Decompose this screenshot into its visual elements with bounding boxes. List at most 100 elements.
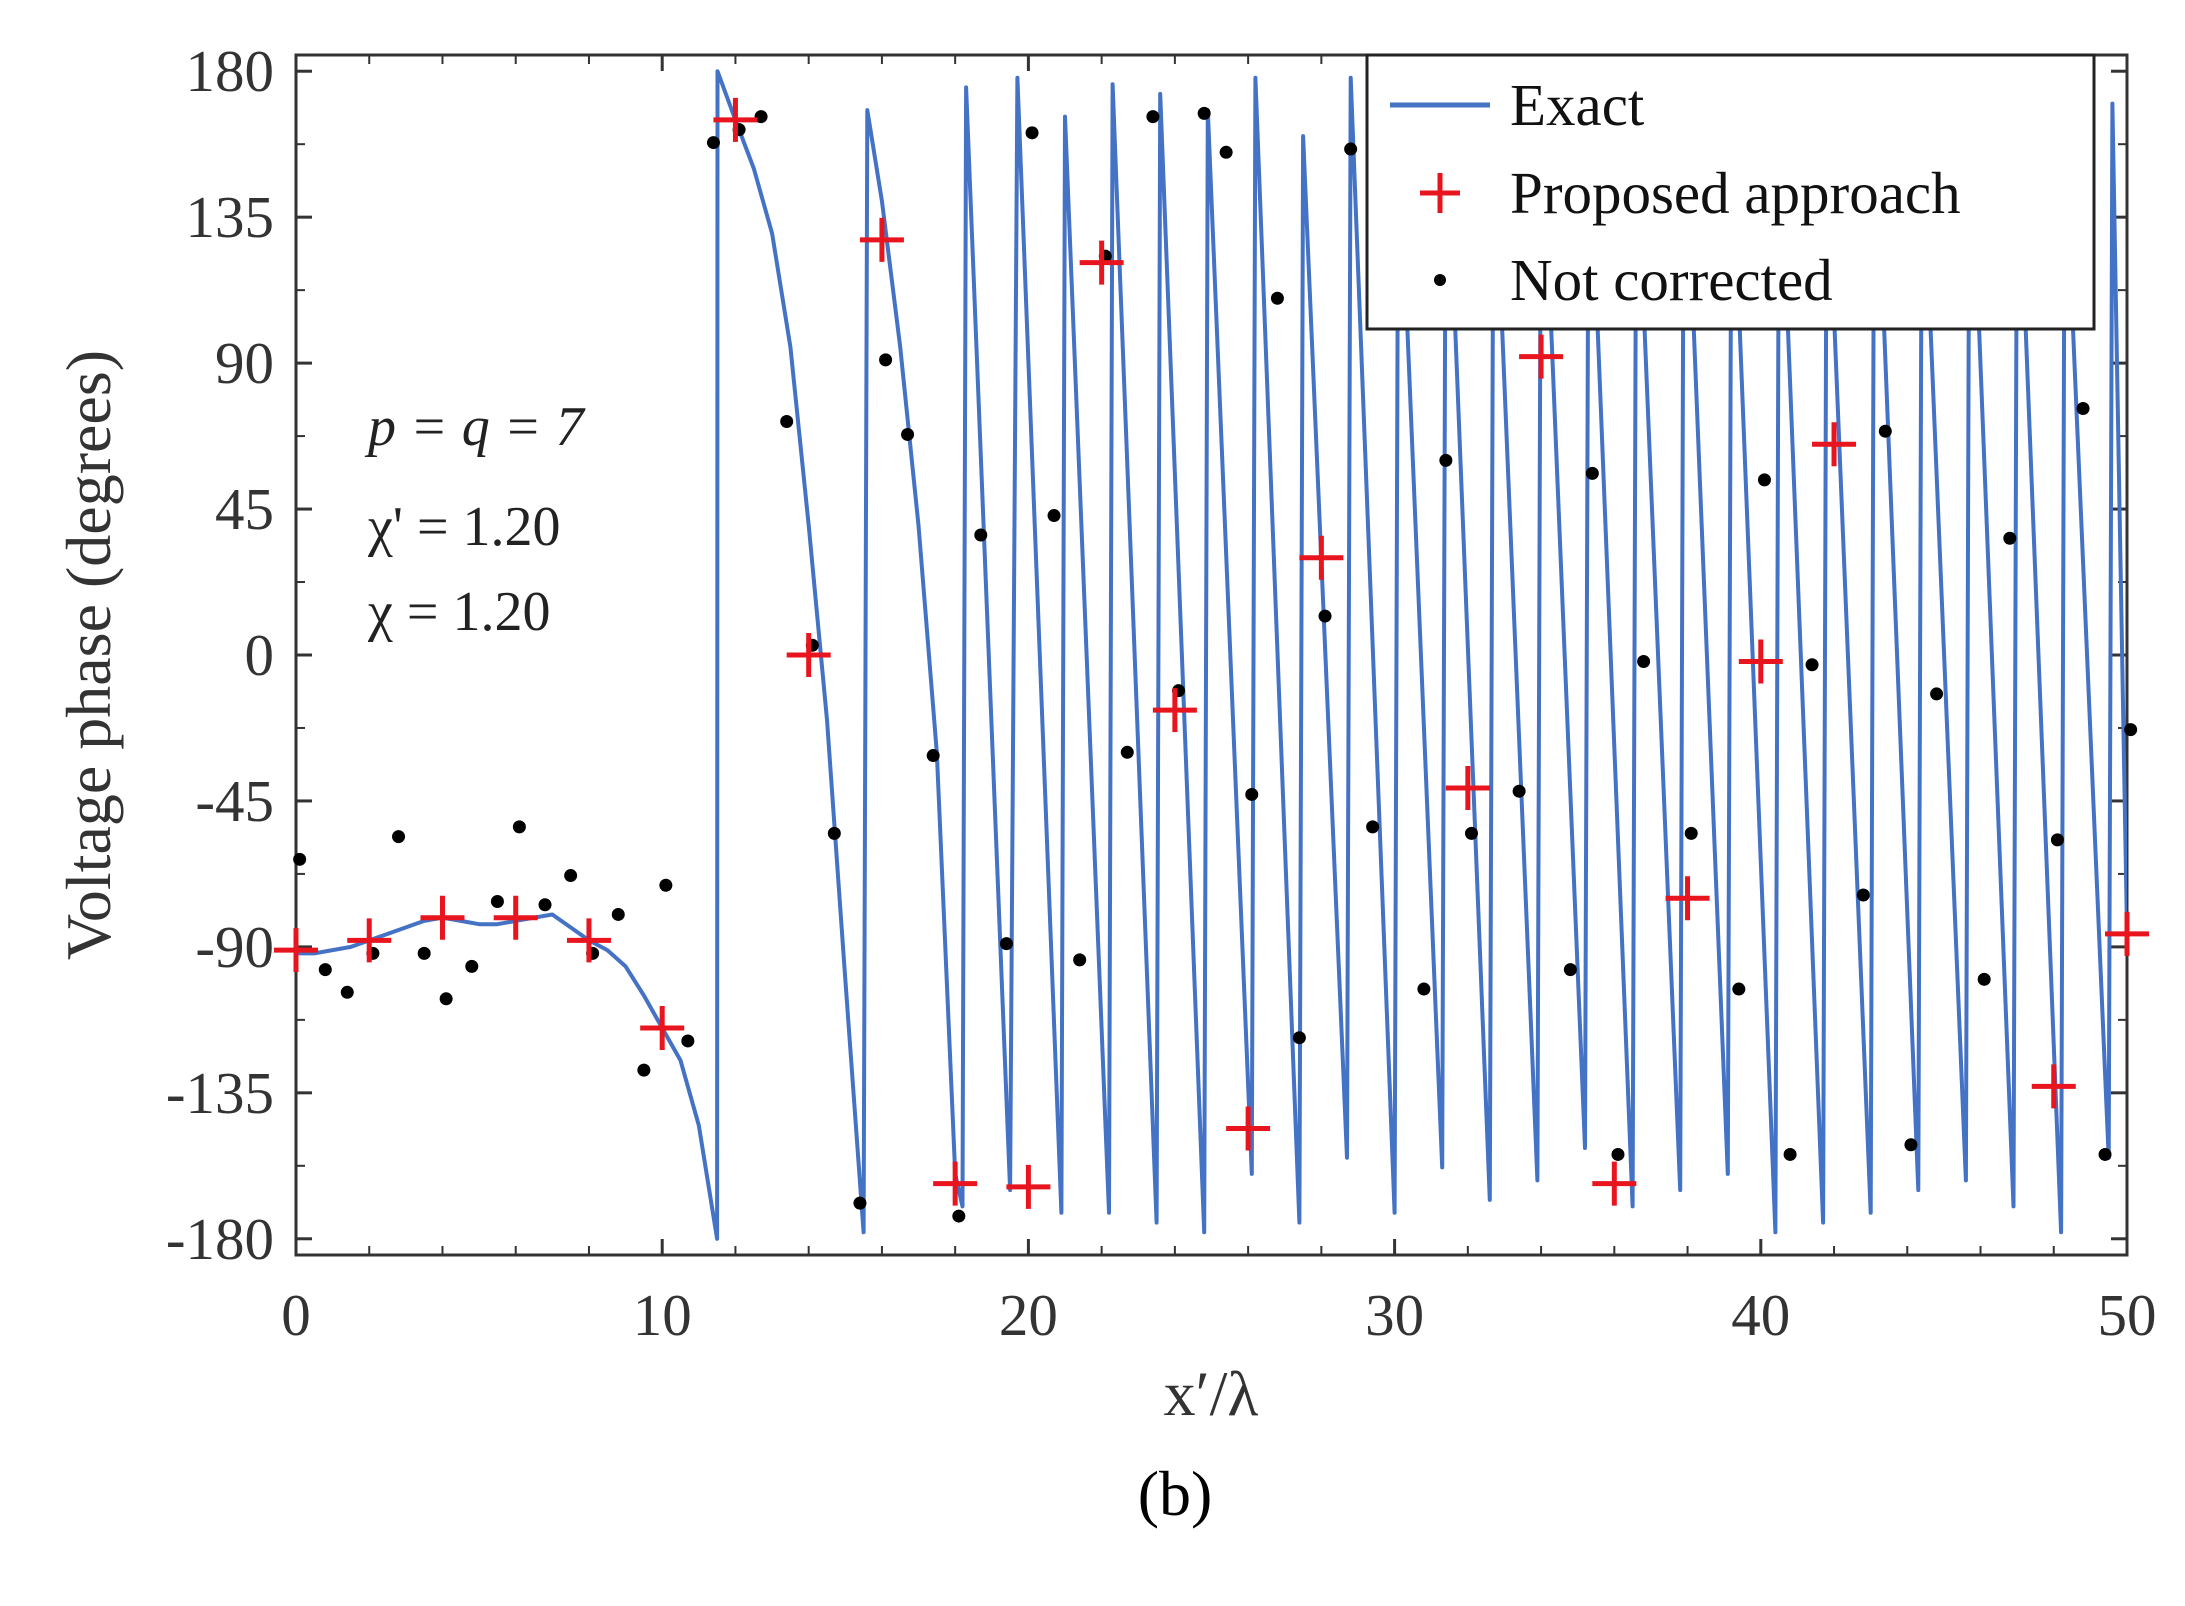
not-corrected-point xyxy=(1465,826,1479,840)
x-tick-label: 0 xyxy=(281,1282,311,1348)
not-corrected-point xyxy=(1439,453,1453,467)
not-corrected-point xyxy=(417,946,431,960)
not-corrected-point xyxy=(1025,126,1039,140)
not-corrected-point xyxy=(611,907,625,921)
not-corrected-point xyxy=(2076,402,2090,416)
proposed-approach-point xyxy=(1445,765,1490,810)
proposed-approach-point xyxy=(1665,876,1710,921)
not-corrected-point xyxy=(1146,110,1160,124)
legend-label-not-corrected: Not corrected xyxy=(1510,247,1833,313)
not-corrected-point xyxy=(293,852,307,866)
not-corrected-point xyxy=(392,830,406,844)
not-corrected-point xyxy=(1512,784,1526,798)
proposed-approach-point xyxy=(1299,535,1344,580)
not-corrected-point xyxy=(2050,833,2064,847)
proposed-approach-point xyxy=(640,1005,685,1050)
legend-swatch-not-corrected xyxy=(1434,274,1446,286)
not-corrected-point xyxy=(1344,142,1358,156)
x-tick-label: 10 xyxy=(633,1282,692,1348)
proposed-approach-point xyxy=(2031,1064,2076,1109)
proposed-approach-point xyxy=(420,895,465,940)
not-corrected-point xyxy=(1585,466,1599,480)
not-corrected-point xyxy=(439,992,453,1006)
y-tick-label: 180 xyxy=(186,38,275,104)
not-corrected-point xyxy=(853,1196,867,1210)
y-tick-label: -45 xyxy=(195,768,274,834)
not-corrected-point xyxy=(318,963,332,977)
legend-swatch-proposed xyxy=(1420,173,1460,213)
not-corrected-point xyxy=(1563,963,1577,977)
not-corrected-point xyxy=(2098,1147,2112,1161)
proposed-approach-point xyxy=(786,633,831,677)
proposed-approach-point xyxy=(566,918,611,963)
not-corrected-point xyxy=(538,898,552,912)
legend-label-exact: Exact xyxy=(1510,72,1645,138)
not-corrected-point xyxy=(1270,291,1284,305)
ticks-layer: 0 10 20 30 40 50 180 135 90 45 0 -45 -90 -135 -180 xyxy=(166,38,2157,1348)
not-corrected-point xyxy=(512,820,526,834)
not-corrected-point xyxy=(1292,1031,1306,1045)
annotation-block: p = q = 7 χ' = 1.20 χ = 1.20 xyxy=(364,396,586,643)
y-tick-label: 90 xyxy=(215,330,274,396)
proposed-approach-point xyxy=(347,918,392,963)
x-axis-title: x′/λ xyxy=(1164,1358,1259,1429)
y-tick-label: 135 xyxy=(186,184,275,250)
proposed-approach-point xyxy=(2105,911,2149,956)
not-corrected-point xyxy=(564,869,578,883)
not-corrected-point xyxy=(1417,982,1431,996)
x-tick-label: 30 xyxy=(1365,1282,1424,1348)
x-tick-label: 20 xyxy=(999,1282,1058,1348)
legend: Exact Proposed approach Not corrected xyxy=(1365,53,2096,331)
not-corrected-point xyxy=(1856,888,1870,902)
not-corrected-point xyxy=(340,985,354,999)
not-corrected-point xyxy=(1930,687,1944,701)
proposed-approach-point xyxy=(1519,334,1564,379)
proposed-approach-point xyxy=(1079,240,1124,285)
annotation-chi: χ = 1.20 xyxy=(367,581,550,643)
not-corrected-point xyxy=(1366,820,1380,834)
proposed-approach-point xyxy=(1152,688,1197,733)
panel-label: (b) xyxy=(1138,1458,1213,1529)
not-corrected-point xyxy=(1197,106,1211,120)
annotation-chi-prime: χ' = 1.20 xyxy=(367,496,561,558)
y-tick-label: 0 xyxy=(245,622,275,688)
not-corrected-point xyxy=(827,826,841,840)
y-tick-label: -90 xyxy=(195,914,274,980)
not-corrected-point xyxy=(901,427,915,441)
proposed-approach-point xyxy=(933,1161,978,1206)
legend-label-proposed: Proposed approach xyxy=(1510,160,1961,226)
not-corrected-point xyxy=(2124,723,2138,737)
proposed-approach-point xyxy=(1592,1161,1637,1206)
not-corrected-point xyxy=(1783,1147,1797,1161)
not-corrected-point xyxy=(1757,473,1771,487)
legend-box xyxy=(1365,53,2096,331)
not-corrected-point xyxy=(926,749,940,763)
y-axis-title: Voltage phase (degrees) xyxy=(53,350,124,960)
not-corrected-point xyxy=(1684,826,1698,840)
not-corrected-point xyxy=(879,353,893,367)
not-corrected-point xyxy=(952,1209,966,1223)
not-corrected-point xyxy=(1732,982,1746,996)
not-corrected-point xyxy=(780,414,794,428)
not-corrected-point xyxy=(1120,745,1134,759)
y-tick-label: -180 xyxy=(166,1206,274,1272)
y-tick-label: -135 xyxy=(166,1060,274,1126)
not-corrected-point xyxy=(1805,658,1819,672)
not-corrected-point xyxy=(1047,509,1061,523)
not-corrected-point xyxy=(1245,787,1259,801)
not-corrected-point xyxy=(1318,609,1332,623)
proposed-approach-point xyxy=(1738,639,1783,684)
not-corrected-point xyxy=(659,878,673,892)
not-corrected-point xyxy=(1611,1147,1625,1161)
x-tick-label: 50 xyxy=(2098,1282,2157,1348)
not-corrected-point xyxy=(1073,953,1087,967)
proposed-approach-point xyxy=(274,928,318,973)
not-corrected-point xyxy=(754,110,768,124)
not-corrected-point xyxy=(706,136,720,150)
not-corrected-point xyxy=(1904,1138,1918,1152)
not-corrected-point xyxy=(1878,424,1892,438)
not-corrected-point xyxy=(681,1034,695,1048)
proposed-approach-point xyxy=(859,217,904,262)
not-corrected-point xyxy=(637,1063,651,1077)
